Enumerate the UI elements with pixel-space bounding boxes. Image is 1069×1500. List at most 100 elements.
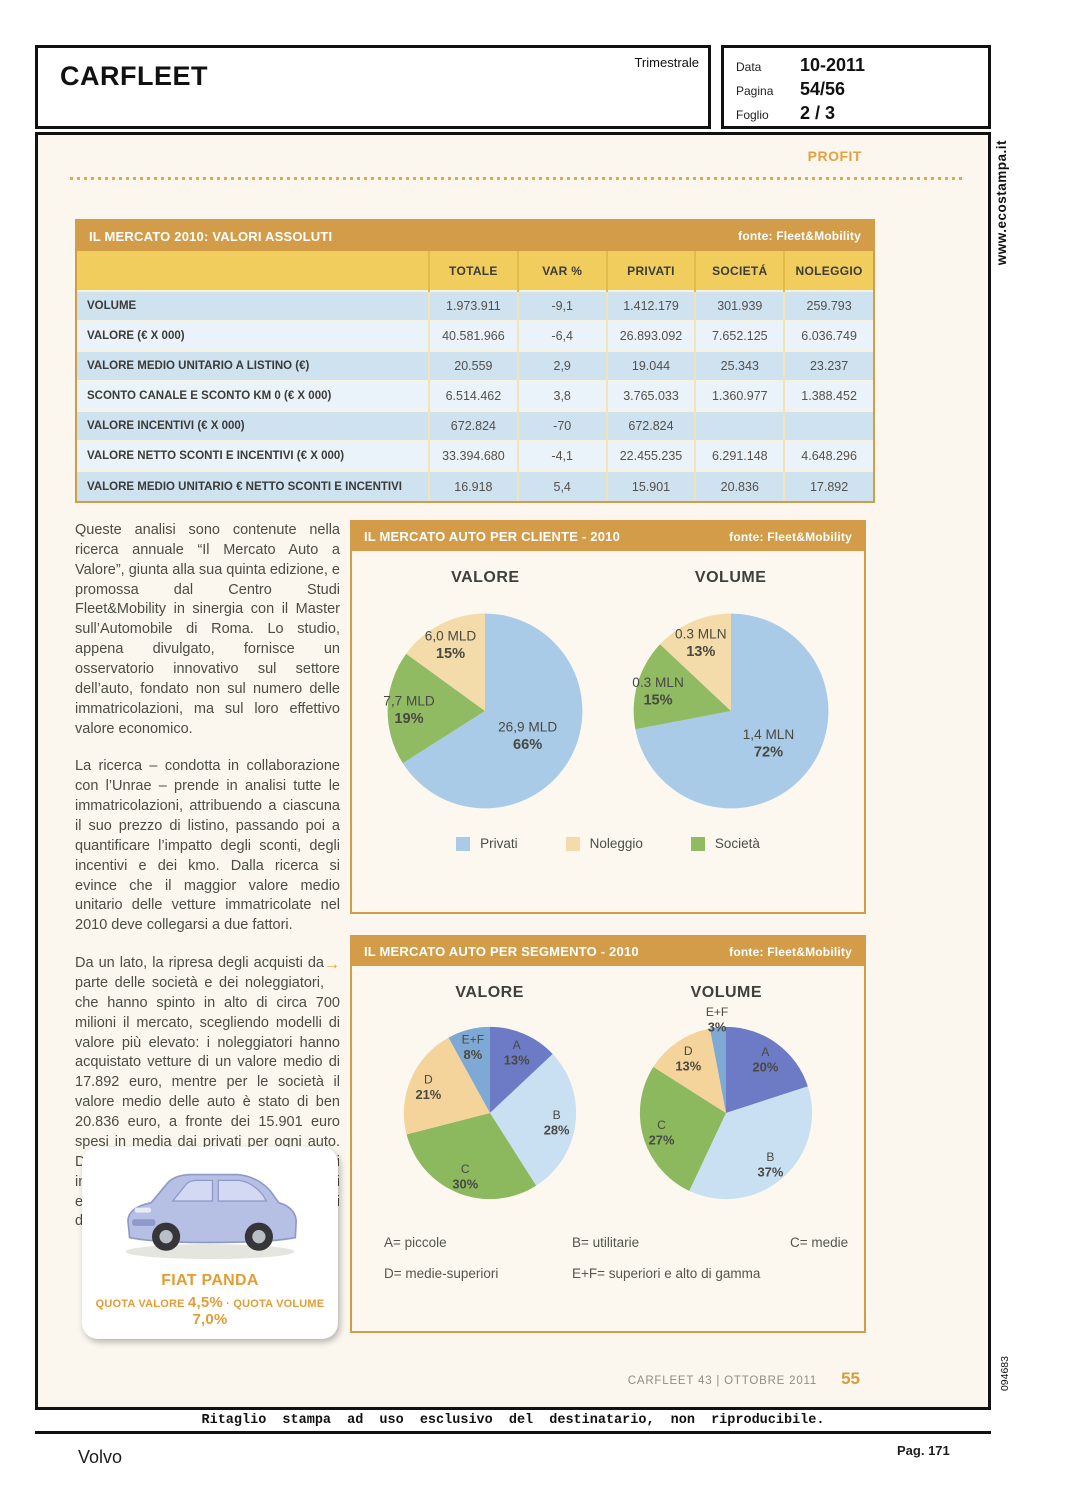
issue-page-value: 54/56 — [800, 79, 846, 99]
pie-slice-label: E+F 3% — [706, 1005, 728, 1034]
dotted-divider — [70, 177, 962, 180]
cell: 5,4 — [516, 471, 607, 501]
client-name: Volvo — [78, 1447, 123, 1467]
article-paragraph: Queste analisi sono contenute nella rice… — [75, 522, 340, 737]
chart-source: fonte: Fleet&Mobility — [729, 944, 852, 959]
pie-slice-label: B 28% — [543, 1108, 569, 1137]
cell: 26.893.092 — [605, 321, 696, 351]
row-label: VALORE MEDIO UNITARIO € NETTO SCONTI E I… — [87, 480, 402, 493]
cell: 1.412.179 — [605, 291, 696, 321]
column-header: NOLEGGIO — [783, 251, 873, 291]
pie-slice-label: 6,0 MLD 15% — [425, 628, 477, 662]
issue-date-value: 10-2011 — [800, 55, 866, 75]
legend-swatch-societa — [690, 836, 705, 851]
pie-slice-label: 1,4 MLN 72% — [742, 727, 794, 761]
legend-label: Società — [714, 836, 760, 851]
column-header: PRIVATI — [605, 251, 696, 291]
pie-slice-noleggio — [659, 613, 731, 711]
legend-item-noleggio: Noleggio — [565, 836, 643, 851]
legend-label: Noleggio — [589, 836, 643, 851]
cell: 672.824 — [428, 411, 518, 441]
pie-slice-noleggio — [406, 613, 486, 711]
chart-title: IL MERCATO AUTO PER CLIENTE - 2010 — [364, 529, 621, 544]
cell: 22.455.235 — [605, 441, 696, 471]
chart-box-per-cliente: IL MERCATO AUTO PER CLIENTE - 2010 fonte… — [350, 520, 866, 914]
market-table-title-bar: IL MERCATO 2010: VALORI ASSOLUTI fonte: … — [77, 221, 873, 251]
corner-cell — [77, 251, 429, 291]
chart-box-per-segmento: IL MERCATO AUTO PER SEGMENTO - 2010 font… — [350, 935, 866, 1333]
chart-source: fonte: Fleet&Mobility — [729, 529, 852, 544]
pie-slice-e-f — [710, 1026, 727, 1113]
pie-slice-a — [726, 1026, 809, 1113]
legend-label-ef: E+F= superiori e alto di gamma — [572, 1266, 761, 1281]
pie-chart-segmento-valore: A 13% B 28% C 30% D 21% E+F 8% — [403, 1026, 576, 1200]
row-label: VALORE (€ X 000) — [87, 330, 185, 342]
chart-box-header: IL MERCATO AUTO PER CLIENTE - 2010 fonte… — [352, 522, 864, 551]
pie-chart-cliente-volume: 1,4 MLN 72% 0.3 MLN 15% 0.3 MLN 13% — [632, 613, 829, 809]
pie-title: VOLUME — [694, 569, 767, 586]
table-row: VALORE (€ X 000) 40.581.966 -6,4 26.893.092… — [77, 321, 873, 351]
column-header: VAR % — [516, 251, 607, 291]
table-row: VOLUME 1.973.911 -9,1 1.412.179 301.939 259.7… — [77, 291, 873, 321]
pie-slice-societ- — [633, 644, 731, 730]
masthead-box: CARFLEET Trimestrale — [35, 45, 711, 129]
table-row: VALORE NETTO SCONTI E INCENTIVI (€ X 000… — [77, 441, 873, 471]
cell — [783, 411, 873, 441]
article-frame: PROFIT IL MERCATO 2010: VALORI ASSOLUTI … — [35, 132, 991, 1410]
pie-chart-segmento-volume: A 20% B 37% C 27% D 13%E+F 3% — [640, 1005, 813, 1200]
pie-slice-label: C 27% — [649, 1118, 675, 1147]
pie-slice-label: A 13% — [503, 1038, 529, 1067]
footer-issue-text: CARFLEET 43 | OTTOBRE 2011 — [627, 1375, 818, 1387]
cell: 1.388.452 — [783, 381, 873, 411]
pie-row: VALORE A 13% B 28% C 30% D 21% E+F 8% VOLUME A 20%… — [352, 966, 864, 1217]
pie-slice-label: E+F 8% — [461, 1033, 483, 1062]
panda-model-name: FIAT PANDA — [161, 1272, 259, 1289]
table-row: VALORE INCENTIVI (€ X 000) 672.824 -70 672.… — [77, 411, 873, 441]
legend-item-societa: Società — [690, 836, 760, 851]
market-table-title: IL MERCATO 2010: VALORI ASSOLUTI — [89, 228, 333, 244]
pie-chart-cliente-valore: 26,9 MLD 66% 7,7 MLD 19% 6,0 MLD 15% — [384, 613, 583, 809]
market-table-source: fonte: Fleet&Mobility — [738, 229, 861, 243]
cell: 1.360.977 — [694, 381, 785, 411]
market-table: IL MERCATO 2010: VALORI ASSOLUTI fonte: … — [75, 219, 875, 503]
footer-page-number: 55 — [841, 1369, 860, 1388]
pie-slice-label: C 30% — [452, 1162, 478, 1191]
pie-slice-label: B 37% — [758, 1150, 784, 1179]
legend-label: Privati — [480, 836, 518, 851]
frequency-label: Trimestrale — [634, 55, 699, 70]
cell: 301.939 — [694, 291, 785, 321]
cell: 7.652.125 — [694, 321, 785, 351]
chart-title: IL MERCATO AUTO PER SEGMENTO - 2010 — [364, 944, 639, 959]
table-row: SCONTO CANALE E SCONTO KM 0 (€ X 000) 6.5… — [77, 381, 873, 411]
table-header-row: TOTALE VAR % PRIVATI SOCIETÁ NOLEGGIO — [77, 251, 873, 291]
issue-date-label: Data — [736, 60, 762, 74]
pie-slice-privati — [403, 613, 583, 809]
cell: 2,9 — [516, 351, 607, 381]
cell: 259.793 — [783, 291, 873, 321]
column-header: TOTALE — [428, 251, 518, 291]
cell: 3.765.033 — [605, 381, 696, 411]
legend-label-a: A= piccole — [384, 1235, 447, 1250]
row-label: SCONTO CANALE E SCONTO KM 0 (€ X 000) — [87, 390, 332, 402]
cell: -9,1 — [516, 291, 607, 321]
cell: 15.901 — [605, 471, 696, 501]
column-header: SOCIETÁ — [694, 251, 785, 291]
market-table-grid: TOTALE VAR % PRIVATI SOCIETÁ NOLEGGIO VOLUME… — [77, 251, 873, 501]
row-label: VALORE INCENTIVI (€ X 000) — [87, 420, 245, 432]
legend-label-c: C= medie — [790, 1235, 849, 1250]
cell: -4,1 — [516, 441, 607, 471]
pie-title: VOLUME — [690, 984, 763, 1001]
pie-slice-societ- — [387, 653, 486, 764]
pie-title: VALORE — [451, 569, 520, 586]
table-row: VALORE MEDIO UNITARIO A LISTINO (€) 20.55… — [77, 351, 873, 381]
pie-slice-label: 0.3 MLN 15% — [632, 675, 684, 709]
row-label: VALORE MEDIO UNITARIO A LISTINO (€) — [87, 360, 310, 372]
cell: 4.648.296 — [783, 441, 873, 471]
issue-row-date: Data 10-2011 — [736, 55, 976, 79]
cell: 33.394.680 — [428, 441, 518, 471]
pie-slice-c — [406, 1113, 536, 1200]
pie-block-volume: VOLUME A 20% B 37% C 27% D 13% E+F 3% — [627, 966, 825, 1217]
disclaimer-text: Ritaglio stampa ad uso esclusivo del des… — [201, 1413, 825, 1428]
cell: 25.343 — [694, 351, 785, 381]
